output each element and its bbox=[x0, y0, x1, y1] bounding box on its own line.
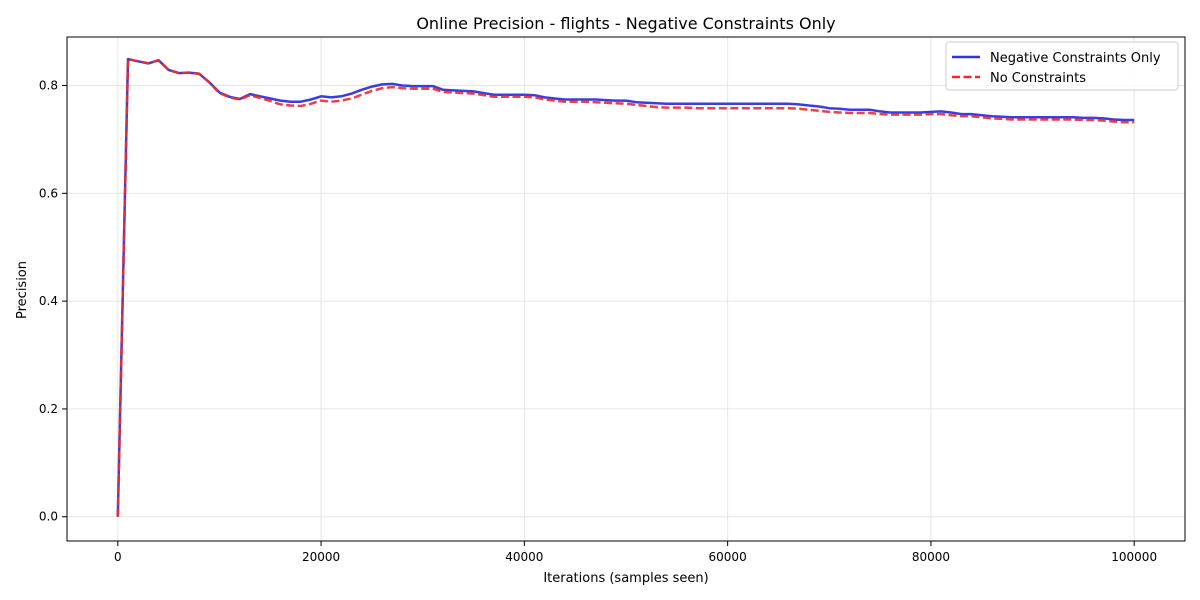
legend-box bbox=[945, 41, 1179, 91]
y-axis-ticks: 0.0 0.2 0.4 0.6 0.8 bbox=[39, 79, 67, 524]
x-tick-label: 60000 bbox=[709, 550, 747, 564]
y-tick-label: 0.4 bbox=[39, 294, 58, 308]
x-axis-label: Iterations (samples seen) bbox=[543, 571, 708, 586]
chart-title: Online Precision - flights - Negative Co… bbox=[416, 14, 835, 33]
y-tick-label: 0.8 bbox=[39, 79, 58, 93]
series-layer bbox=[116, 57, 1135, 517]
x-tick-label: 100000 bbox=[1111, 550, 1157, 564]
y-axis-label: Precision bbox=[15, 261, 30, 319]
x-tick-label: 80000 bbox=[912, 550, 950, 564]
plot-frame bbox=[66, 36, 1186, 542]
y-tick-label: 0.6 bbox=[39, 186, 58, 200]
legend: Negative Constraints Only No Constraints bbox=[945, 41, 1179, 91]
series-line-negative-constraints bbox=[116, 57, 1135, 517]
legend-label-no-constraints: No Constraints bbox=[990, 71, 1086, 86]
x-tick-label: 20000 bbox=[302, 550, 340, 564]
x-tick-label: 0 bbox=[114, 550, 122, 564]
y-tick-label: 0.2 bbox=[39, 402, 58, 416]
x-tick-label: 40000 bbox=[505, 550, 543, 564]
y-tick-label: 0.0 bbox=[39, 510, 58, 524]
x-axis-ticks: 0 20000 40000 60000 80000 100000 bbox=[114, 541, 1157, 564]
legend-label-negative-constraints: Negative Constraints Only bbox=[990, 51, 1161, 66]
series-line-no-constraints bbox=[116, 57, 1135, 517]
